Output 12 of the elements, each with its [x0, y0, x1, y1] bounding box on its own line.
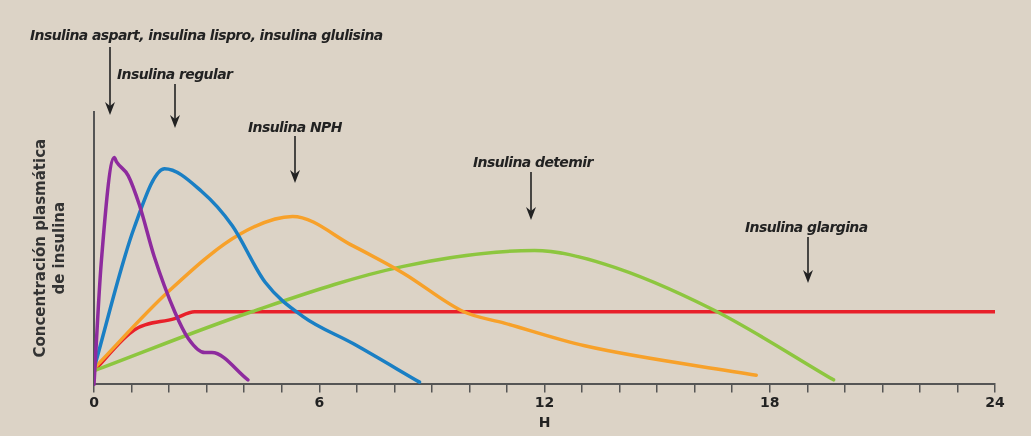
- x-tick-label: 12: [534, 394, 555, 411]
- y-axis-title: Concentración plasmática de insulina: [31, 138, 68, 358]
- text: Insulina aspart, insulina lispro, insulina glulisina: [30, 27, 383, 43]
- x-tick-label: 6: [314, 394, 325, 411]
- x-tick-label: 18: [760, 394, 780, 411]
- x-tick-label: 24: [985, 394, 1005, 411]
- x-tick-label: 0: [89, 394, 100, 411]
- x-axis-title: H: [538, 414, 551, 431]
- text: Insulina NPH: [248, 119, 342, 135]
- annotation: Insulina detemir: [473, 154, 593, 170]
- text: Insulina regular: [117, 66, 233, 82]
- annotation: Insulina glargina: [745, 219, 868, 235]
